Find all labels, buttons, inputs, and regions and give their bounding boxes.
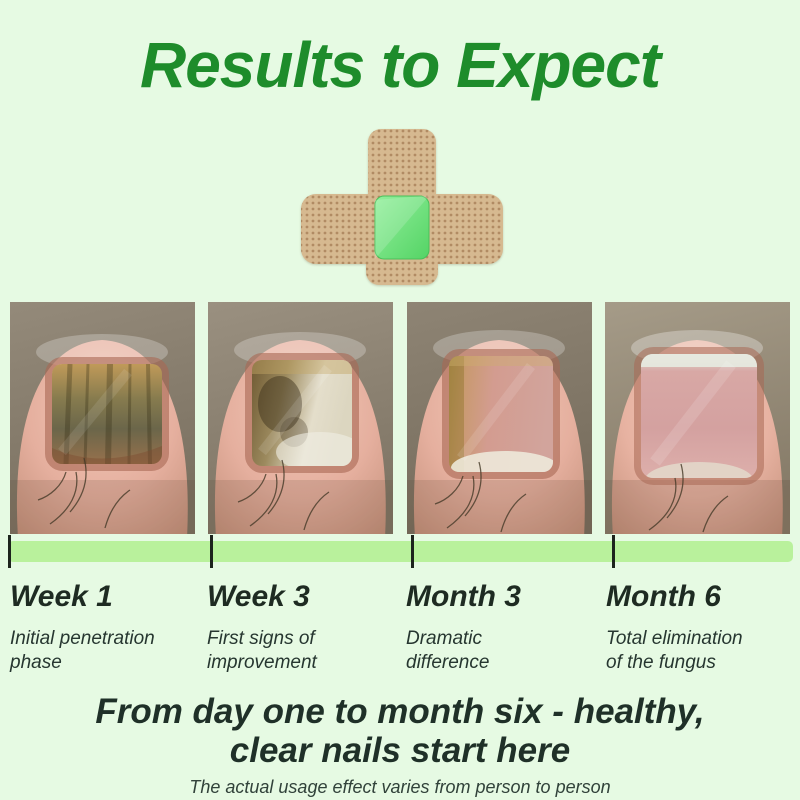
stage-column-month-3: Month 3 Dramatic difference xyxy=(406,580,526,675)
photo-month-6 xyxy=(604,302,790,534)
footer-headline-line-1: From day one to month six - healthy, xyxy=(95,692,705,731)
stage-column-month-6: Month 6 Total elimination of the fungus xyxy=(606,580,758,675)
timeline-bar xyxy=(8,541,793,562)
photo-month-3 xyxy=(406,302,592,534)
footer-headline-line-2: clear nails start here xyxy=(229,731,571,770)
stage-label: Month 6 xyxy=(606,580,721,613)
timeline-tick-month-3 xyxy=(411,535,414,568)
page-title: Results to Expect xyxy=(139,29,661,101)
stage-description: Total elimination of the fungus xyxy=(606,628,743,673)
stage-column-week-1: Week 1 Initial penetration phase xyxy=(10,580,182,675)
timeline-tick-week-1 xyxy=(8,535,11,568)
photo-week-1 xyxy=(10,302,195,534)
stage-label: Month 3 xyxy=(406,580,521,613)
timeline-tick-week-3 xyxy=(210,535,213,568)
footer-disclaimer: The actual usage effect varies from pers… xyxy=(189,777,611,797)
footer-headline: From day one to month six - healthy, cle… xyxy=(0,692,800,770)
photo-week-3 xyxy=(208,302,394,534)
footer: From day one to month six - healthy, cle… xyxy=(0,692,800,798)
stage-description: Initial penetration phase xyxy=(10,628,155,673)
stage-label: Week 3 xyxy=(207,580,310,613)
stage-description: First signs of improvement xyxy=(207,628,317,673)
stage-label: Week 1 xyxy=(10,580,113,613)
stage-description: Dramatic difference xyxy=(406,628,490,673)
toe-bandage-icon xyxy=(298,128,506,286)
timeline-tick-month-6 xyxy=(612,535,615,568)
stage-labels-row: Week 1 Initial penetration phase Week 3 … xyxy=(0,580,800,685)
stage-column-week-3: Week 3 First signs of improvement xyxy=(207,580,357,675)
progress-photo-strip xyxy=(10,302,790,534)
